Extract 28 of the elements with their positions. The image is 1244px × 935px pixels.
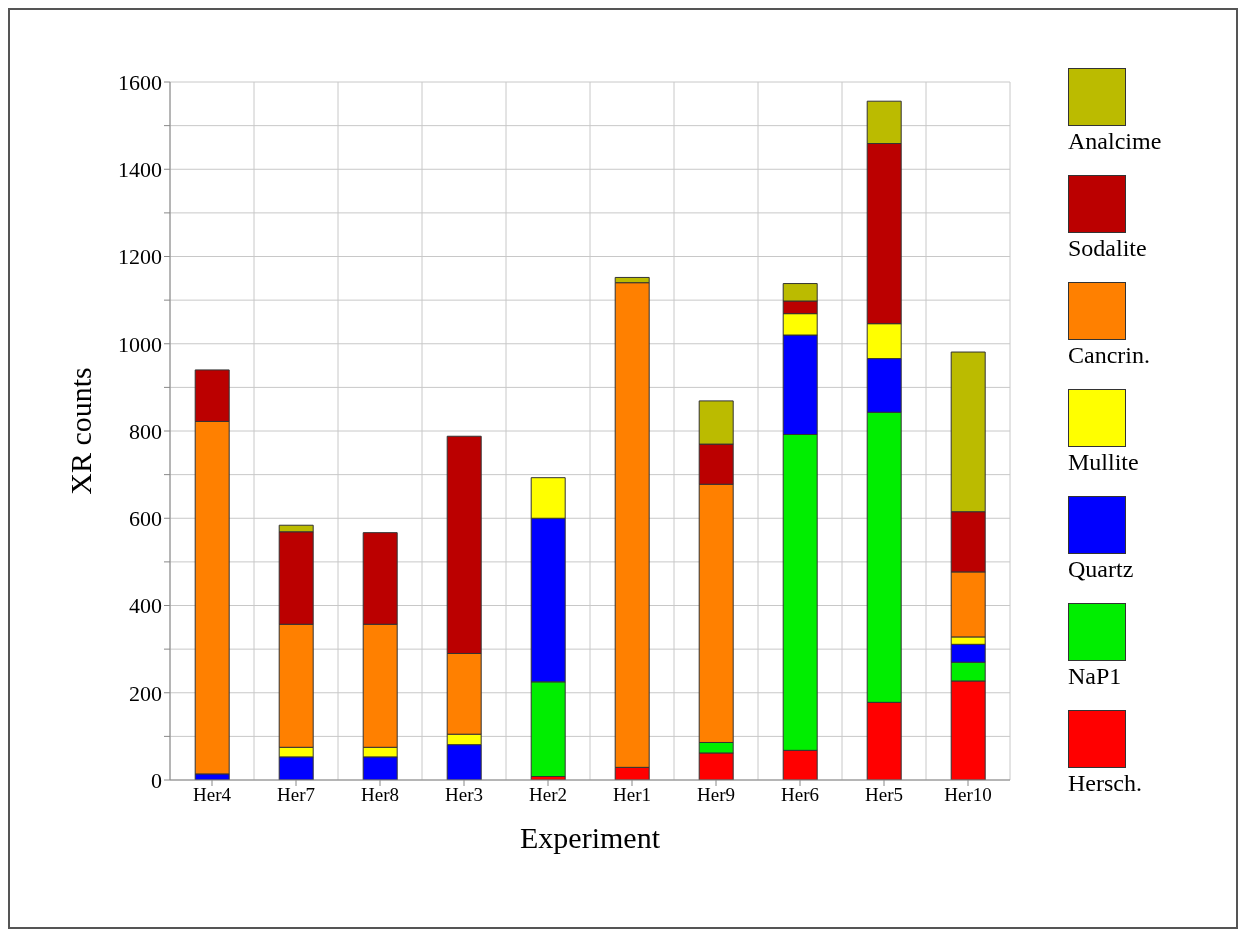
y-axis-title: XR counts <box>63 367 97 495</box>
x-tick-label: Her9 <box>697 784 735 806</box>
x-tick-label: Her4 <box>193 784 232 806</box>
y-tick-label: 400 <box>129 593 162 619</box>
x-tick-label: Her8 <box>361 784 399 806</box>
y-tick-label: 200 <box>129 680 162 706</box>
text: Quartz <box>1068 556 1135 583</box>
x-axis-title: Experiment <box>520 821 661 854</box>
text: Cancrin. <box>1068 342 1151 369</box>
x-tick-label: Her2 <box>529 784 567 806</box>
x-tick-label: Her3 <box>445 784 483 806</box>
text: NaP1 <box>1068 663 1123 690</box>
y-tick-label: 1600 <box>118 69 162 95</box>
y-tick-label: 1400 <box>118 157 162 183</box>
text: Hersch. <box>1068 770 1143 797</box>
y-tick-label: 0 <box>151 767 162 793</box>
y-tick-label: 1200 <box>118 244 162 270</box>
y-tick-label: 600 <box>129 506 162 532</box>
x-tick-label: Her6 <box>781 784 819 806</box>
x-tick-label: Her7 <box>277 784 315 806</box>
y-tick-label: 800 <box>129 418 162 444</box>
y-tick-label: 1000 <box>118 331 162 357</box>
text: Sodalite <box>1068 235 1148 262</box>
text: Mullite <box>1068 449 1140 476</box>
x-tick-label: Her5 <box>865 784 903 806</box>
text: Analcime <box>1068 128 1162 155</box>
x-tick-label: Her1 <box>613 784 651 806</box>
x-tick-label: Her10 <box>944 784 992 806</box>
